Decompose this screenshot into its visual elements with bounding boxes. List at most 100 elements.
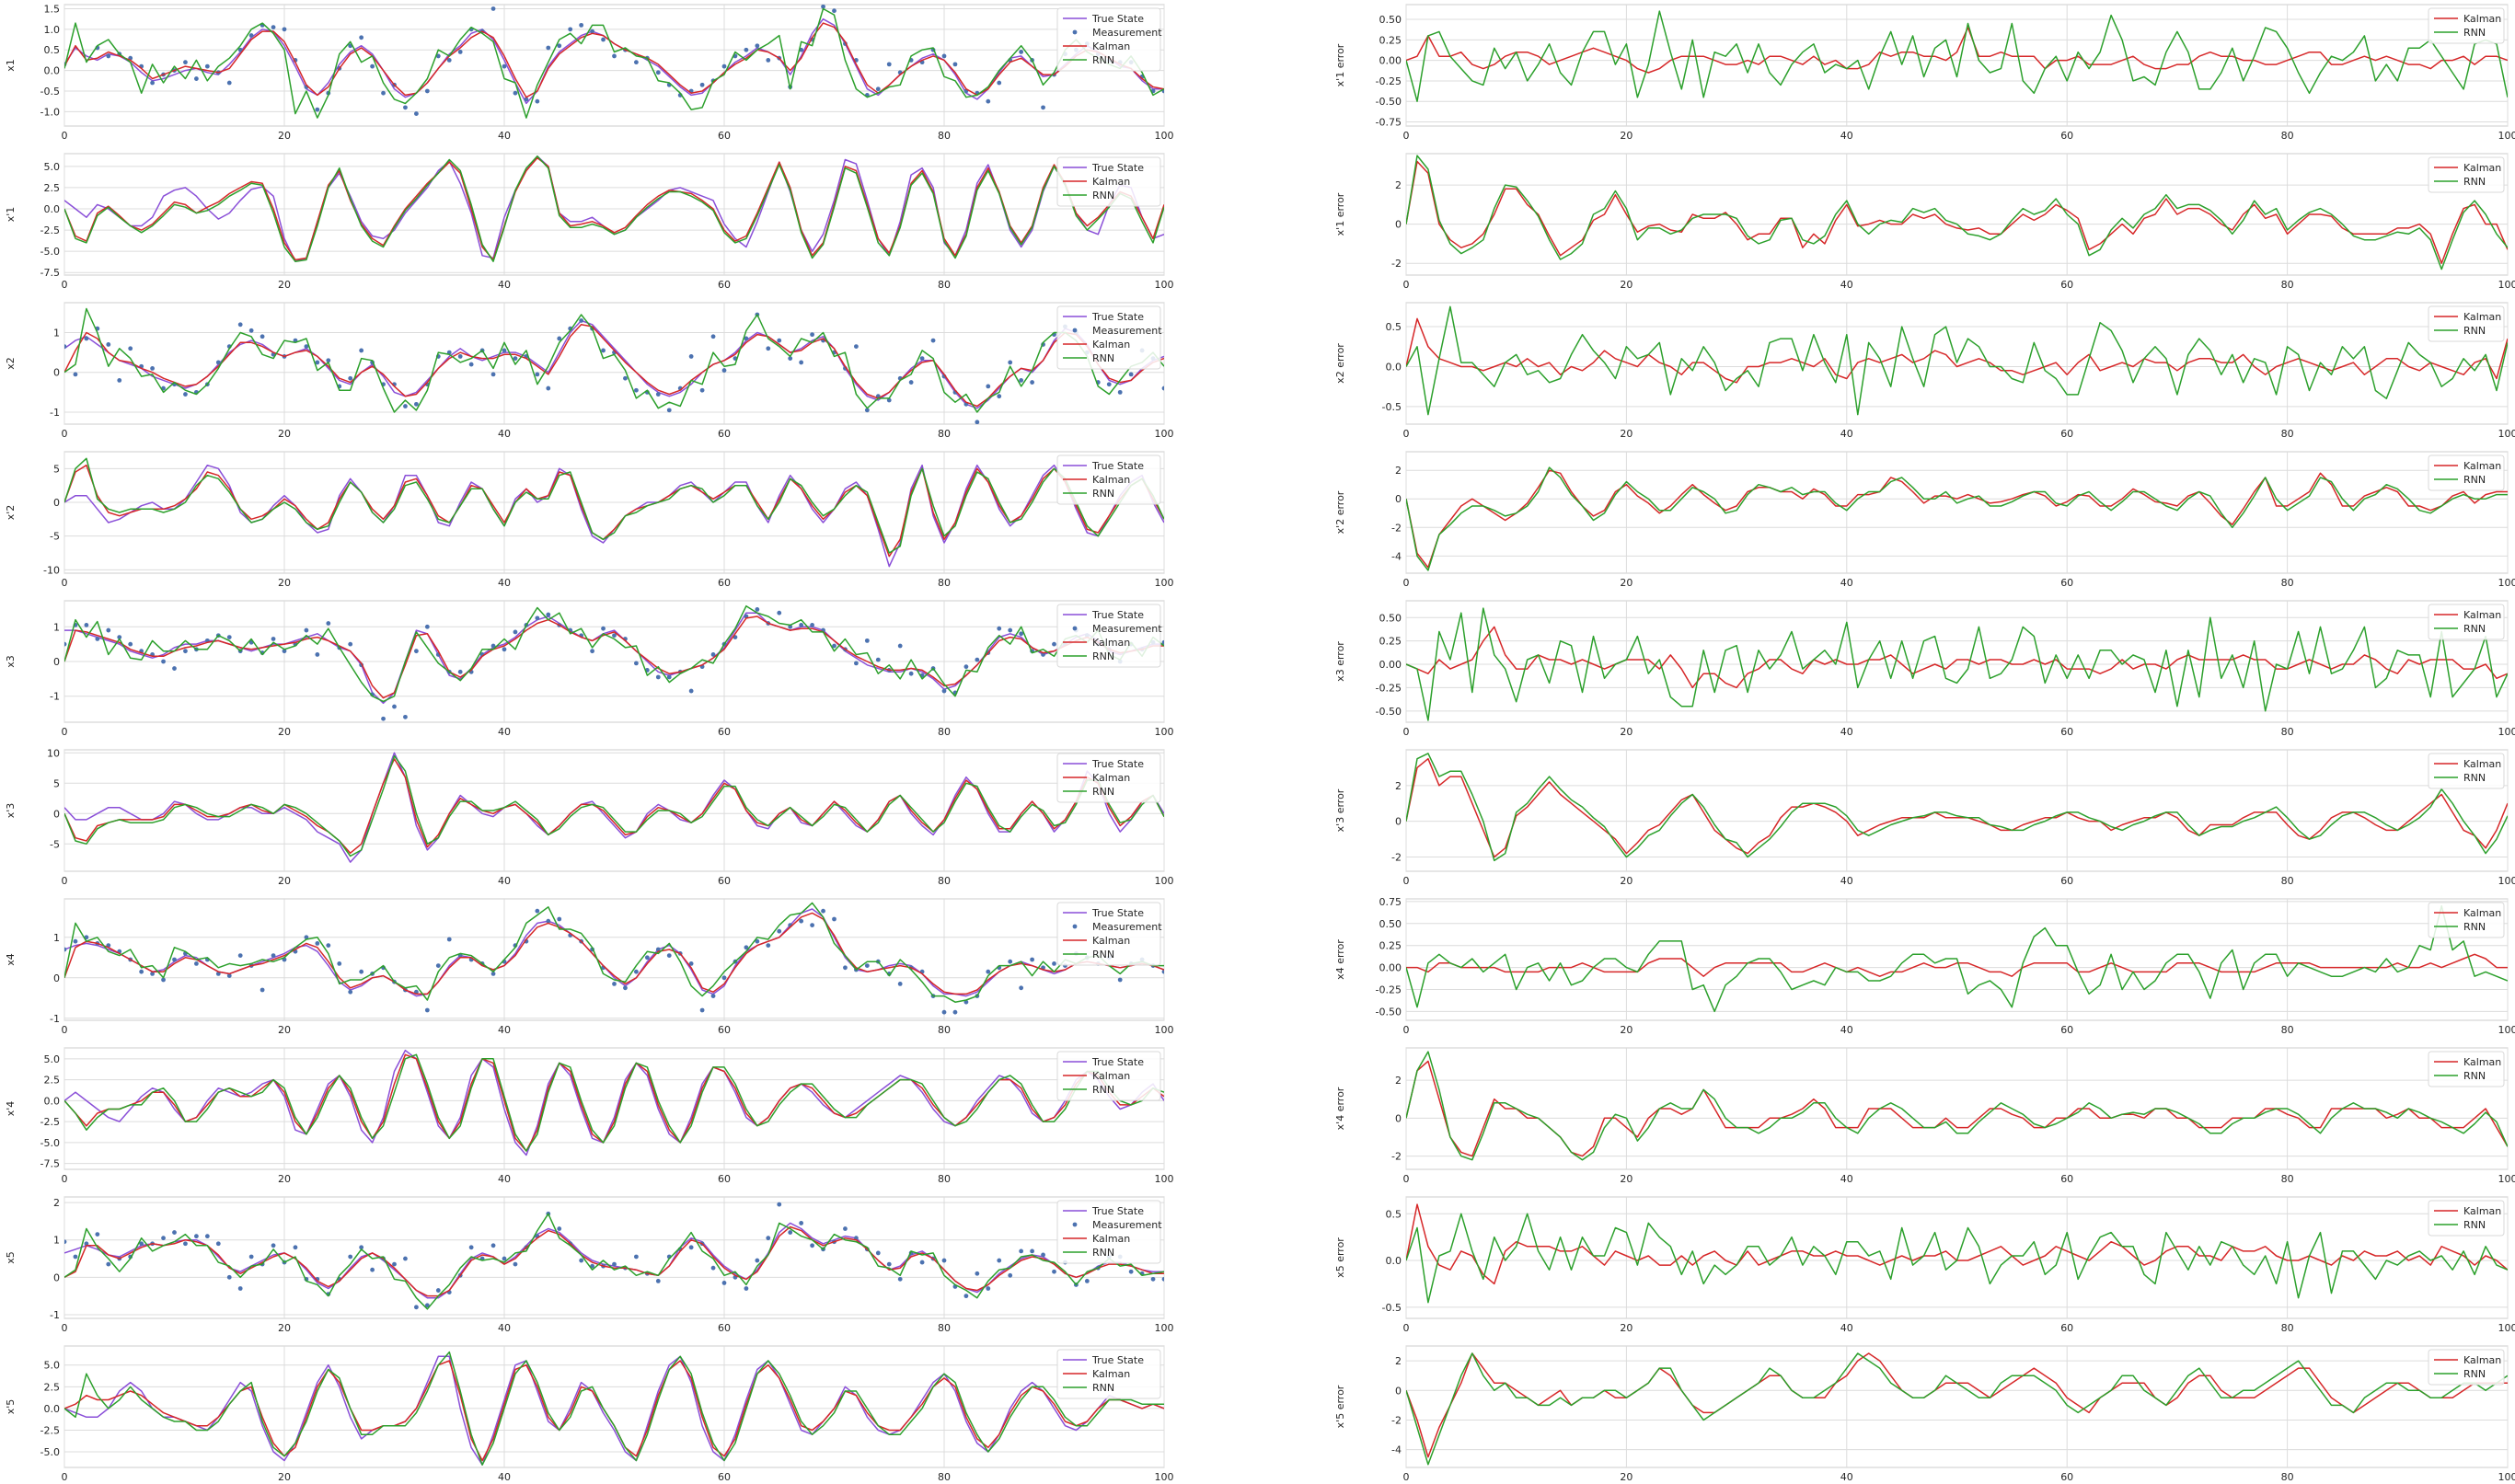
series-group xyxy=(1406,10,2508,102)
measurement-point xyxy=(248,33,254,38)
measurement-point xyxy=(326,358,331,363)
y-tick-label: 0.0 xyxy=(44,1403,61,1415)
x-tick-label: 100 xyxy=(1155,1173,1174,1185)
y-tick-label: 0.75 xyxy=(1379,896,1402,908)
measurement-point xyxy=(997,1258,1002,1263)
measurement-point xyxy=(150,80,156,86)
x-tick-label: 80 xyxy=(2281,1024,2294,1036)
measurement-point xyxy=(1117,389,1123,395)
measurement-point xyxy=(655,392,661,397)
y-tick-label: 2 xyxy=(1395,1355,1402,1367)
x-tick-label: 0 xyxy=(62,279,68,291)
measurement-point xyxy=(128,641,133,647)
measurement-point xyxy=(688,1245,694,1250)
measurement-point xyxy=(941,1258,947,1263)
measurement-point xyxy=(688,961,694,966)
y-axis-label: x2 error xyxy=(1334,343,1346,384)
y-tick-label: 5 xyxy=(53,463,60,475)
x-tick-label: 100 xyxy=(2498,1024,2515,1036)
measurement-point xyxy=(315,652,320,657)
y-axis-label: x2 xyxy=(5,357,17,370)
y-tick-label: 0 xyxy=(53,656,60,668)
x-tick-label: 0 xyxy=(62,1471,68,1483)
y-tick-label: -0.5 xyxy=(40,86,60,98)
measurement-point xyxy=(744,1286,749,1291)
measurement-point xyxy=(810,332,814,338)
x-tick-label: 20 xyxy=(1620,279,1632,291)
legend: Kalman RNN xyxy=(2428,604,2505,640)
measurement-point xyxy=(237,1286,243,1291)
measurement-point xyxy=(843,965,848,971)
y-axis-label: x'2 xyxy=(5,505,17,521)
series-group xyxy=(1406,466,2508,571)
x-tick-label: 20 xyxy=(278,279,291,291)
measurement-point xyxy=(557,336,562,341)
measurement-point xyxy=(161,977,166,983)
measurement-point xyxy=(337,961,342,966)
rnn-line xyxy=(64,754,1164,857)
measurement-point xyxy=(952,62,958,67)
x-tick-label: 100 xyxy=(1155,130,1174,142)
y-tick-label: 2 xyxy=(53,1197,60,1209)
measurement-point xyxy=(579,1258,584,1263)
rnn-line xyxy=(1406,904,2508,1013)
x-tick-label: 60 xyxy=(2060,428,2073,440)
rnn-line xyxy=(64,307,1164,413)
measurement-point xyxy=(457,50,463,54)
legend-marker-measurement xyxy=(1072,626,1078,631)
measurement-point xyxy=(513,1261,518,1267)
measurement-point xyxy=(963,999,969,1005)
measurement-point xyxy=(975,420,980,424)
rnn-line xyxy=(1406,1051,2508,1161)
x-tick-label: 20 xyxy=(1620,1024,1632,1036)
measurement-point xyxy=(381,90,386,96)
legend-box xyxy=(1056,454,1161,505)
x-tick-label: 0 xyxy=(62,1024,68,1036)
y-tick-label: -5.0 xyxy=(40,246,60,258)
y-tick-label: 2.5 xyxy=(44,182,61,194)
legend-label: Kalman xyxy=(1092,1070,1130,1082)
legend-box xyxy=(1056,753,1161,803)
plot-area xyxy=(1405,600,2509,723)
measurement-point xyxy=(183,649,188,654)
legend-label: Kalman xyxy=(2463,907,2501,919)
measurement-point xyxy=(106,53,111,59)
y-tick-label: 2 xyxy=(1395,179,1402,191)
measurement-point xyxy=(832,8,836,14)
measurement-point xyxy=(634,387,639,393)
measurement-point xyxy=(392,704,397,709)
rnn-line xyxy=(64,1053,1164,1152)
measurement-point xyxy=(810,623,814,627)
x-tick-label: 0 xyxy=(62,428,68,440)
y-axis-label: x'4 xyxy=(5,1101,17,1117)
legend: Kalman RNN xyxy=(2428,753,2505,789)
rnn-line xyxy=(1406,753,2508,862)
measurement-point xyxy=(941,53,947,59)
x-tick-label: 40 xyxy=(1840,726,1853,738)
legend-box xyxy=(1056,604,1161,668)
x-tick-label: 80 xyxy=(2281,1322,2294,1334)
plot-area xyxy=(63,451,1165,574)
y-tick-label: 2.5 xyxy=(44,1381,61,1393)
rnn-line xyxy=(64,902,1164,1003)
y-tick-label: 0 xyxy=(1395,1385,1402,1397)
plot-area xyxy=(63,1345,1165,1468)
measurement-point xyxy=(941,688,947,694)
measurement-point xyxy=(490,972,496,976)
x-tick-label: 60 xyxy=(2060,1471,2073,1483)
measurement-point xyxy=(414,401,419,407)
measurement-point xyxy=(963,664,969,670)
measurement-point xyxy=(1161,1276,1164,1282)
measurement-point xyxy=(106,1261,111,1267)
plot-area xyxy=(63,302,1165,425)
x-tick-label: 100 xyxy=(1155,1024,1174,1036)
measurement-point xyxy=(392,1261,397,1267)
measurement-point xyxy=(348,1254,353,1260)
measurement-point xyxy=(777,338,782,343)
legend-label: True State xyxy=(1091,609,1144,621)
measurement-point xyxy=(204,1234,210,1239)
measurement-point xyxy=(64,641,67,647)
measurement-point xyxy=(237,953,243,958)
